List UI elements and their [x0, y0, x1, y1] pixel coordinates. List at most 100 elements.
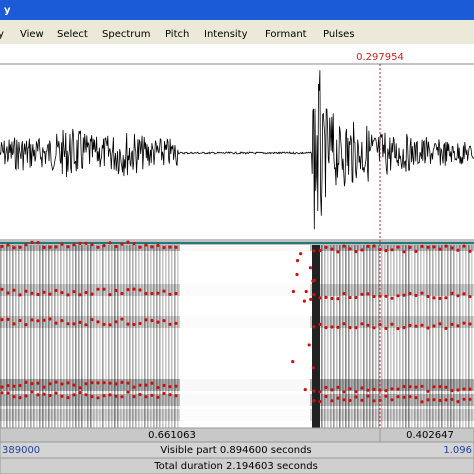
formant-dot — [36, 381, 40, 385]
formant-dot — [132, 322, 136, 327]
formant-dot — [90, 395, 94, 399]
spectrogram-band — [42, 245, 44, 428]
formant-dot — [336, 396, 340, 400]
total-bar[interactable] — [0, 457, 474, 474]
formant-dot — [174, 384, 178, 388]
spectrogram-band — [45, 245, 47, 428]
formant-dot — [384, 294, 388, 298]
spectrogram-band — [411, 245, 413, 428]
formant-dot — [324, 394, 328, 399]
formant-dot — [432, 385, 436, 389]
formant-dot — [342, 398, 346, 402]
formant-dot — [426, 245, 430, 249]
formant-dot — [324, 245, 328, 249]
formant-dot — [420, 384, 424, 388]
formant-dot — [432, 245, 436, 249]
formant-dot — [450, 246, 454, 250]
formant-dot — [120, 395, 124, 399]
formant-dot — [120, 242, 124, 246]
spectrogram-band — [351, 245, 353, 428]
formant-dot — [348, 326, 352, 330]
formant-dot — [120, 291, 124, 296]
formant-dot — [324, 295, 328, 299]
formant-dot — [354, 295, 358, 300]
spectrogram-band — [111, 245, 113, 428]
formant-dot — [348, 295, 352, 300]
spectrogram-band — [471, 245, 473, 428]
formant-dot — [108, 381, 112, 385]
spectrogram-band — [75, 245, 77, 428]
formant-dot — [18, 293, 22, 297]
spectrogram-band — [156, 245, 158, 428]
formant-dot — [336, 385, 340, 389]
menu-item[interactable]: Intensity — [204, 29, 248, 40]
formant-dot — [96, 381, 100, 385]
formant-dot — [156, 395, 160, 399]
formant-dot — [390, 296, 394, 300]
formant-dot — [168, 292, 172, 296]
formant-dot — [138, 321, 142, 326]
formant-dot — [36, 241, 40, 245]
formant-dot — [438, 385, 442, 389]
menu-item[interactable]: Pulses — [323, 29, 355, 40]
formant-dot — [450, 291, 454, 295]
menu-item[interactable]: View — [20, 29, 44, 40]
formant-dot — [402, 326, 406, 330]
spectrogram-band — [369, 245, 371, 428]
spectrogram-band — [408, 245, 410, 428]
formant-dot — [108, 323, 112, 327]
spectrogram-band — [441, 245, 443, 428]
formant-dot — [462, 397, 466, 401]
formant-dot — [114, 320, 118, 324]
formant-dot — [66, 245, 70, 249]
formant-dot — [456, 324, 460, 328]
spectrogram-band — [348, 245, 350, 428]
spectrogram-band — [138, 245, 140, 428]
formant-dot — [12, 322, 16, 326]
spectrogram-band — [48, 245, 50, 428]
header-area — [0, 44, 474, 66]
formant-dot — [468, 249, 472, 253]
formant-dot — [150, 381, 154, 385]
formant-dot — [114, 288, 118, 293]
formant-dot — [396, 327, 400, 331]
spectrogram-band — [153, 245, 155, 428]
formant-dot — [456, 248, 460, 252]
spectrogram-band — [360, 245, 362, 428]
spectrogram-band — [144, 245, 146, 428]
formant-dot — [102, 322, 106, 326]
spectrogram — [0, 239, 474, 428]
formant-dot — [318, 390, 322, 394]
formant-dot — [312, 293, 316, 297]
menu-item[interactable]: Pitch — [165, 29, 189, 40]
formant-dot — [156, 320, 160, 324]
menu-item[interactable]: Formant — [265, 29, 307, 40]
formant-dot — [42, 385, 46, 389]
formant-dot — [42, 392, 46, 396]
formant-dot — [144, 318, 148, 322]
formant-dot — [108, 293, 112, 297]
spectrogram-band — [336, 245, 338, 428]
formant-dot — [432, 296, 436, 300]
formant-dot — [12, 246, 16, 250]
formant-dot — [308, 266, 313, 270]
formant-dot — [390, 248, 394, 252]
formant-dot — [108, 393, 112, 397]
formant-dot — [60, 291, 64, 295]
spectrogram-band — [342, 245, 344, 428]
menu-bar — [0, 20, 474, 44]
formant-dot — [30, 240, 34, 244]
spectrogram-band — [339, 245, 341, 428]
formant-dot — [468, 295, 472, 299]
formant-dot — [348, 398, 352, 403]
menu-item[interactable]: y — [0, 29, 4, 40]
formant-dot — [78, 293, 82, 297]
formant-dot — [312, 399, 316, 403]
spectrogram-band — [135, 245, 137, 428]
formant-dot — [96, 245, 100, 249]
menu-item[interactable]: Spectrum — [102, 29, 150, 40]
formant-dot — [126, 322, 130, 326]
formant-dot — [162, 319, 166, 323]
menu-item[interactable]: Select — [57, 29, 88, 40]
formant-dot — [0, 318, 4, 322]
